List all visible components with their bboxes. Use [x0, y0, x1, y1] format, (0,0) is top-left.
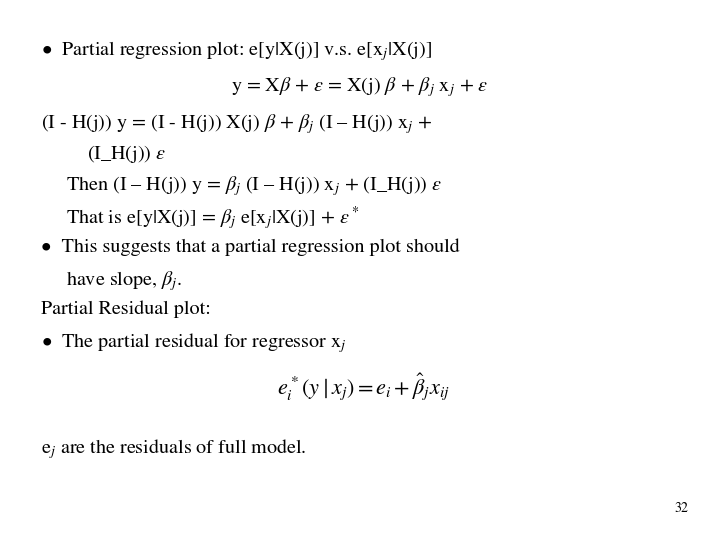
Text: •  The partial residual for regressor x$_j$: • The partial residual for regressor x$_…: [40, 331, 346, 355]
Text: •  This suggests that a partial regression plot should: • This suggests that a partial regressio…: [40, 238, 459, 255]
Text: have slope, $\beta_j$.: have slope, $\beta_j$.: [66, 269, 182, 293]
Text: (I_H(j)) $\varepsilon$: (I_H(j)) $\varepsilon$: [87, 143, 166, 165]
Text: Partial Residual plot:: Partial Residual plot:: [40, 300, 210, 318]
Text: y = X$\beta$ + $\varepsilon$ = X(j) $\beta$ + $\beta_j$ x$_j$ + $\varepsilon$: y = X$\beta$ + $\varepsilon$ = X(j) $\be…: [231, 76, 489, 99]
Text: $e_i^*(y \mid x_j) = e_i + \hat{\beta}_j x_{ij}$: $e_i^*(y \mid x_j) = e_i + \hat{\beta}_j…: [277, 371, 450, 402]
Text: That is e[y|X(j)] = $\beta_j$ e[x$_j$|X(j)] + $\varepsilon^*$: That is e[y|X(j)] = $\beta_j$ e[x$_j$|X(…: [66, 204, 360, 232]
Text: Then (I – H(j)) y = $\beta_j$ (I – H(j)) x$_j$ + (I_H(j)) $\varepsilon$: Then (I – H(j)) y = $\beta_j$ (I – H(j))…: [66, 174, 443, 198]
Text: (I - H(j)) y = (I - H(j)) X(j) $\beta$ + $\beta_j$ (I – H(j)) x$_j$ +: (I - H(j)) y = (I - H(j)) X(j) $\beta$ +…: [40, 112, 432, 136]
Text: e$_j$ are the residuals of full model.: e$_j$ are the residuals of full model.: [40, 437, 306, 461]
Text: •  Partial regression plot: e[y|X(j)] v.s. e[x$_j$|X(j)]: • Partial regression plot: e[y|X(j)] v.s…: [40, 39, 432, 63]
Text: 32: 32: [675, 501, 688, 515]
